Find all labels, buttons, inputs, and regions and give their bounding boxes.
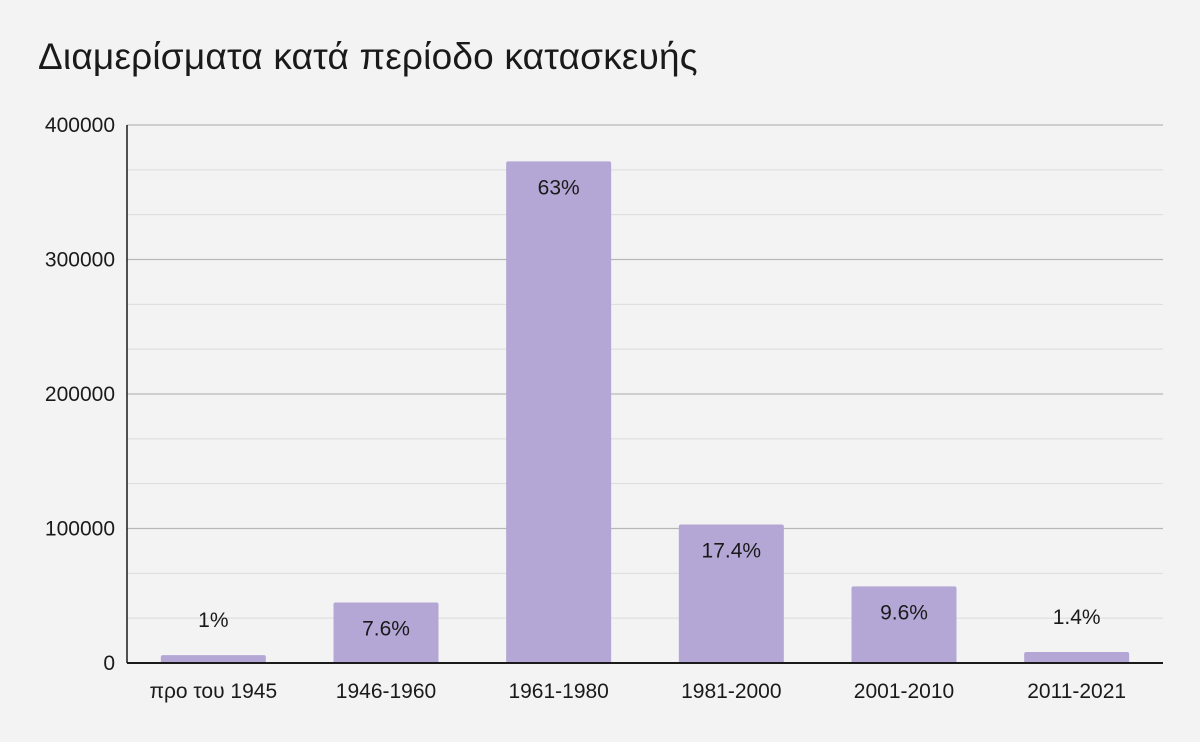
x-tick-label: 1961-1980 — [508, 680, 608, 703]
bar — [333, 602, 439, 663]
gridlines — [127, 124, 1163, 619]
y-tick-label: 400000 — [45, 114, 115, 137]
bar — [160, 655, 266, 663]
bar — [1024, 651, 1130, 663]
x-tick-label: 2001-2010 — [854, 680, 954, 703]
y-tick-label: 0 — [103, 652, 115, 675]
bar — [678, 524, 784, 663]
x-tick-label: 2011-2021 — [1027, 680, 1126, 703]
bar-data-label: 1% — [198, 609, 228, 632]
bar-data-label: 63% — [538, 176, 580, 199]
x-tick-label: 1981-2000 — [681, 680, 781, 703]
chart-title: Διαμερίσματα κατά περίοδο κατασκευής — [38, 36, 698, 77]
bar-data-label: 9.6% — [880, 601, 928, 624]
bar — [506, 161, 612, 663]
bar-data-label: 7.6% — [362, 617, 410, 640]
x-tick-label: 1946-1960 — [336, 680, 436, 703]
bar-data-label: 17.4% — [702, 539, 762, 562]
bar — [851, 586, 957, 663]
y-tick-label: 100000 — [45, 518, 115, 541]
y-tick-label: 300000 — [45, 249, 115, 272]
y-tick-label: 200000 — [45, 383, 115, 406]
bar-data-label: 1.4% — [1053, 606, 1101, 629]
x-tick-label: προ του 1945 — [149, 680, 277, 703]
